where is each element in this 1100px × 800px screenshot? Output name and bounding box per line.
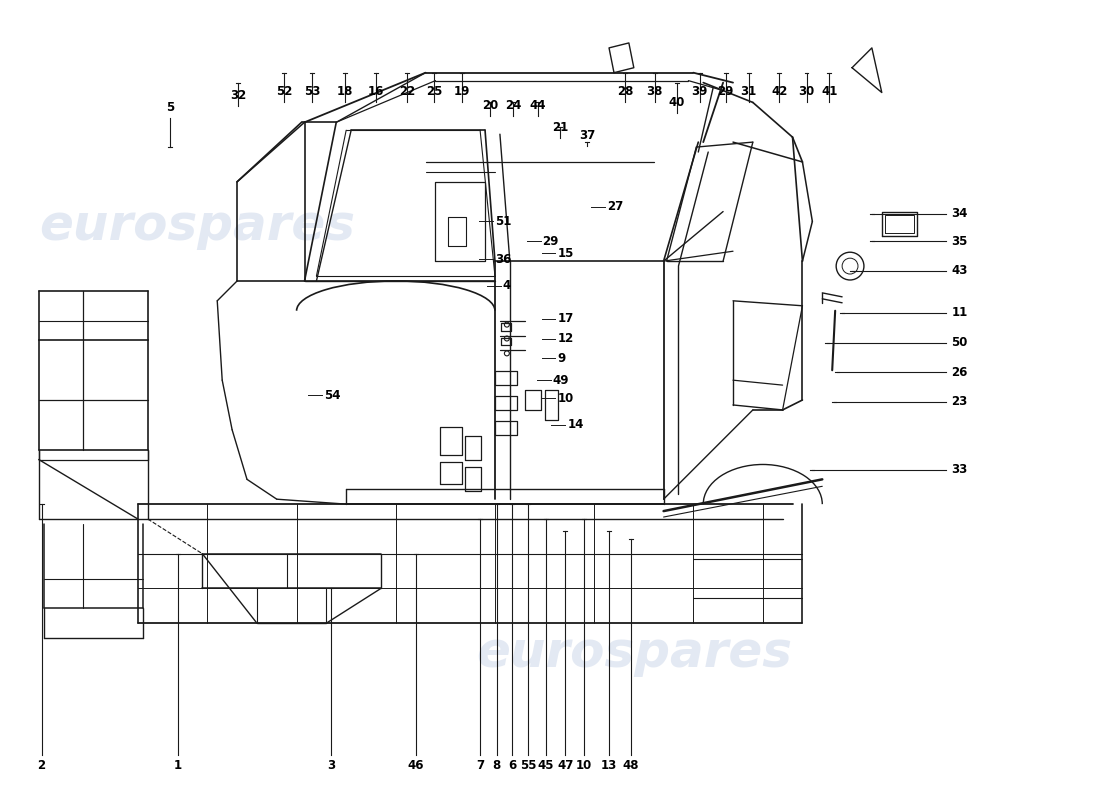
Text: 39: 39 bbox=[692, 86, 707, 98]
Text: eurospares: eurospares bbox=[40, 202, 355, 250]
Text: 51: 51 bbox=[495, 215, 512, 228]
Text: 36: 36 bbox=[495, 253, 512, 266]
Text: 30: 30 bbox=[799, 86, 815, 98]
Text: 13: 13 bbox=[601, 758, 617, 772]
Text: 3: 3 bbox=[327, 758, 334, 772]
Text: eurospares: eurospares bbox=[476, 629, 792, 677]
Text: 6: 6 bbox=[508, 758, 516, 772]
Text: 26: 26 bbox=[952, 366, 968, 378]
Text: 48: 48 bbox=[623, 758, 639, 772]
Text: 33: 33 bbox=[952, 463, 968, 476]
Text: 10: 10 bbox=[558, 391, 574, 405]
Text: 21: 21 bbox=[552, 121, 568, 134]
Text: 1: 1 bbox=[174, 758, 183, 772]
Text: 10: 10 bbox=[575, 758, 592, 772]
Text: 46: 46 bbox=[408, 758, 425, 772]
Text: 23: 23 bbox=[952, 395, 968, 408]
Text: 31: 31 bbox=[740, 86, 757, 98]
Text: 50: 50 bbox=[952, 336, 968, 350]
Text: 42: 42 bbox=[771, 86, 788, 98]
Text: 32: 32 bbox=[230, 90, 246, 102]
Text: 12: 12 bbox=[558, 332, 574, 345]
Text: 41: 41 bbox=[822, 86, 837, 98]
Text: 16: 16 bbox=[367, 86, 384, 98]
Text: 22: 22 bbox=[399, 86, 416, 98]
Text: 18: 18 bbox=[337, 86, 353, 98]
Text: 2: 2 bbox=[37, 758, 46, 772]
Text: 4: 4 bbox=[503, 279, 512, 293]
Text: 35: 35 bbox=[952, 235, 968, 248]
Text: 49: 49 bbox=[552, 374, 569, 386]
Text: 11: 11 bbox=[952, 306, 968, 319]
Text: 24: 24 bbox=[505, 99, 521, 112]
Text: 5: 5 bbox=[166, 102, 175, 114]
Text: 17: 17 bbox=[558, 312, 574, 325]
Text: 25: 25 bbox=[427, 86, 442, 98]
Text: 27: 27 bbox=[607, 200, 624, 213]
Text: 40: 40 bbox=[669, 96, 685, 109]
Text: 55: 55 bbox=[520, 758, 537, 772]
Text: 53: 53 bbox=[304, 86, 320, 98]
Text: 20: 20 bbox=[482, 99, 498, 112]
Text: 47: 47 bbox=[558, 758, 573, 772]
Text: 45: 45 bbox=[538, 758, 554, 772]
Text: 28: 28 bbox=[617, 86, 634, 98]
Text: 29: 29 bbox=[717, 86, 734, 98]
Text: 34: 34 bbox=[952, 207, 968, 220]
Text: 14: 14 bbox=[568, 418, 584, 431]
Text: 44: 44 bbox=[530, 99, 547, 112]
Text: 19: 19 bbox=[453, 86, 470, 98]
Text: 43: 43 bbox=[952, 264, 968, 277]
Text: 15: 15 bbox=[558, 246, 574, 260]
Text: 52: 52 bbox=[276, 86, 293, 98]
Text: 9: 9 bbox=[558, 352, 565, 365]
Text: 37: 37 bbox=[579, 129, 595, 142]
Text: 8: 8 bbox=[493, 758, 500, 772]
Text: 54: 54 bbox=[324, 389, 341, 402]
Text: 29: 29 bbox=[542, 235, 559, 248]
Text: 38: 38 bbox=[647, 86, 663, 98]
Text: 7: 7 bbox=[476, 758, 484, 772]
